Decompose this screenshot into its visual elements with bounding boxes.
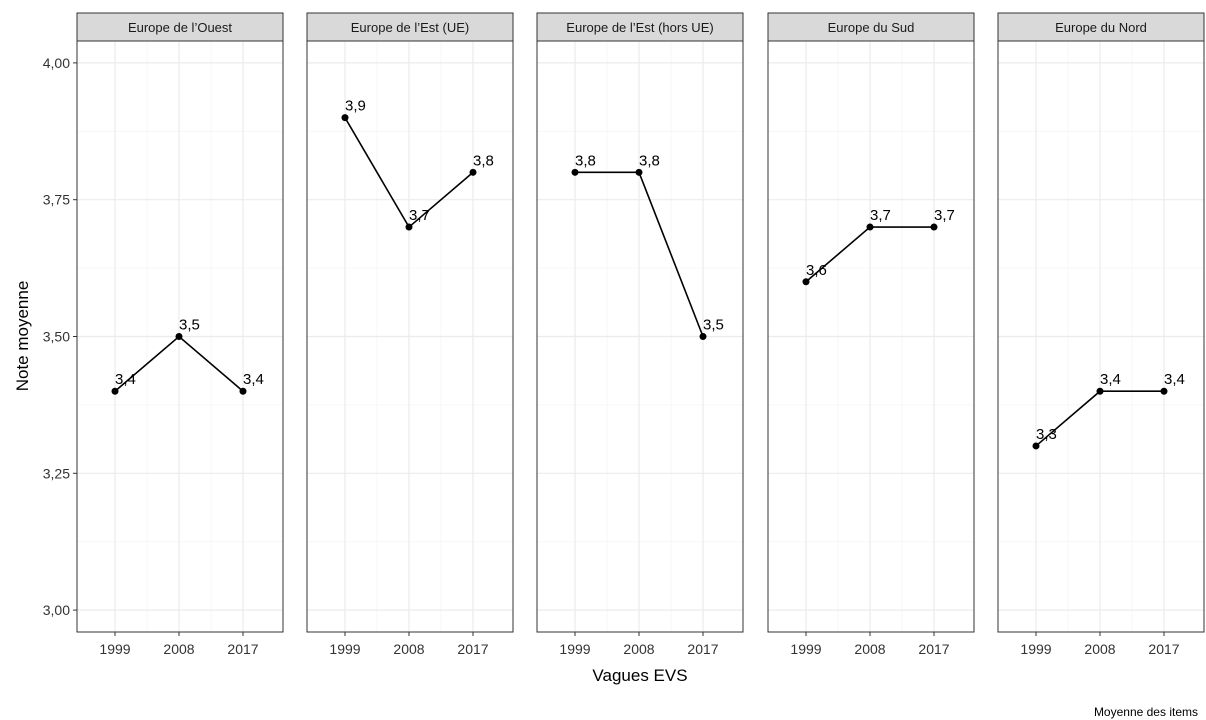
data-label: 3,4: [243, 371, 264, 388]
chart-caption: Moyenne des items: [1094, 705, 1198, 719]
facet-panel: Europe du Nord 1999 2008 2017 3,3 3,4 3,4: [997, 12, 1205, 657]
data-point: [175, 333, 183, 340]
data-label: 3,4: [1100, 371, 1121, 388]
data-point: [635, 168, 643, 176]
facet-strip-label: Europe de l’Ouest: [128, 20, 232, 35]
data-label: 3,5: [703, 317, 724, 334]
y-tick-label: 3,75: [43, 192, 70, 208]
data-point: [802, 278, 810, 286]
y-tick-label: 3,25: [43, 465, 70, 481]
data-label: 3,8: [473, 152, 494, 169]
facet-strip: [767, 12, 975, 42]
facet-strip: [76, 12, 284, 42]
facet-panel: Europe de l’Ouest 1999 2008 2017 3,4 3,5 3,4: [76, 12, 284, 657]
x-tick-label: 2017: [1148, 641, 1179, 657]
x-tick-label: 1999: [99, 641, 130, 657]
x-tick-label: 1999: [790, 641, 821, 657]
facet-strip: [536, 12, 744, 42]
x-tick-label: 2008: [393, 641, 424, 657]
x-tick-label: 1999: [329, 641, 360, 657]
data-label: 3,6: [806, 262, 827, 279]
x-tick-label: 2008: [1084, 641, 1115, 657]
data-point: [1160, 387, 1168, 395]
x-tick-label: 2017: [227, 641, 258, 657]
x-tick-label: 2008: [163, 641, 194, 657]
data-label: 3,8: [575, 152, 596, 169]
data-point: [111, 387, 119, 395]
data-point: [930, 223, 938, 231]
data-point: [1032, 442, 1040, 450]
data-point: [866, 223, 874, 231]
facet-strip-label: Europe de l’Est (UE): [351, 20, 470, 35]
facet-panel: Europe de l’Est (hors UE) 1999 2008 2017 3,8…: [536, 12, 744, 657]
facet-strip: [306, 12, 514, 42]
data-label: 3,7: [409, 207, 430, 224]
facet-strip-label: Europe du Sud: [828, 20, 915, 35]
facet-strip: [997, 12, 1205, 42]
facet-panel: Europe de l’Est (UE) 1999 2008 2017 3,9 3,7 3,…: [306, 12, 514, 657]
facet-strip-label: Europe de l’Est (hors UE): [566, 20, 713, 35]
y-axis: 3,00 3,25 3,50 3,75 4,00: [43, 55, 77, 618]
data-point: [405, 223, 413, 231]
facet-panel: Europe du Sud 1999 2008 2017 3,6 3,7 3,7: [767, 12, 975, 657]
y-tick-label: 3,00: [43, 602, 70, 618]
data-point: [341, 114, 349, 122]
x-tick-label: 2017: [918, 641, 949, 657]
data-label: 3,7: [934, 207, 955, 224]
data-label: 3,3: [1036, 426, 1057, 443]
data-point: [571, 168, 579, 176]
x-axis-title: Vagues EVS: [592, 666, 687, 685]
x-tick-label: 2017: [687, 641, 718, 657]
y-axis-title: Note moyenne: [13, 281, 32, 392]
data-label: 3,5: [179, 317, 200, 334]
x-tick-label: 2008: [854, 641, 885, 657]
data-label: 3,9: [345, 98, 366, 115]
data-label: 3,4: [115, 371, 136, 388]
data-point: [1096, 387, 1104, 395]
x-tick-label: 1999: [1020, 641, 1051, 657]
data-label: 3,4: [1164, 371, 1185, 388]
x-tick-label: 2008: [623, 641, 654, 657]
data-label: 3,8: [639, 152, 660, 169]
y-tick-label: 4,00: [43, 55, 70, 71]
data-point: [699, 333, 707, 340]
x-tick-label: 2017: [457, 641, 488, 657]
data-point: [469, 168, 477, 176]
data-point: [239, 387, 247, 395]
facet-strip-label: Europe du Nord: [1055, 20, 1147, 35]
data-label: 3,7: [870, 207, 891, 224]
y-tick-label: 3,50: [43, 329, 70, 345]
x-tick-label: 1999: [559, 641, 590, 657]
